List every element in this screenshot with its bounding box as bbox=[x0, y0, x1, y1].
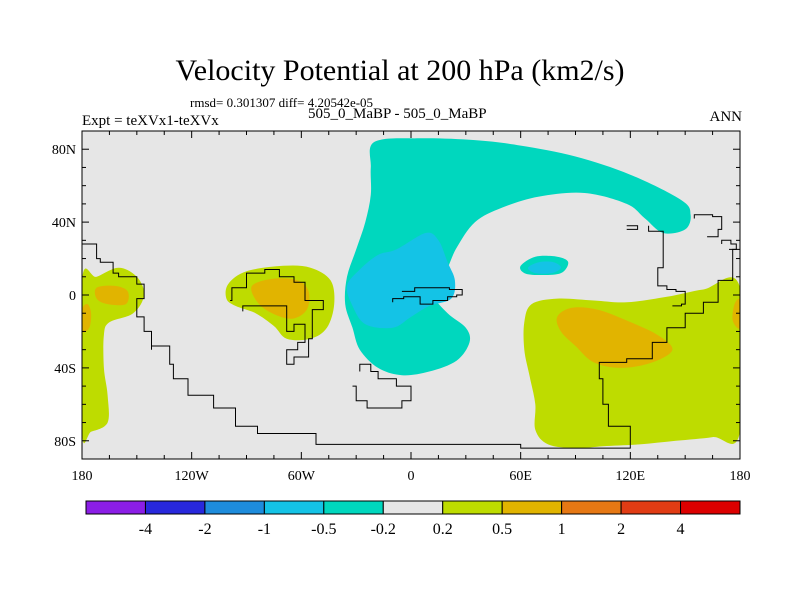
colorbar-swatch bbox=[501, 500, 563, 515]
coastline bbox=[626, 225, 639, 230]
colorbar-label: -1 bbox=[258, 521, 271, 538]
colorbar-swatch bbox=[85, 500, 146, 515]
x-tick-label: 120E bbox=[616, 469, 646, 484]
colorbar-label: -0.2 bbox=[371, 521, 396, 538]
coastline bbox=[392, 287, 463, 305]
contour-region bbox=[94, 285, 129, 306]
colorbar-label: -2 bbox=[198, 521, 211, 538]
x-tick-label: 120W bbox=[175, 469, 210, 484]
coastline bbox=[82, 240, 740, 449]
x-tick-label: 180 bbox=[72, 469, 93, 484]
chart-title: Velocity Potential at 200 hPa (km2/s) bbox=[175, 54, 625, 87]
experiment-label: Expt = teXVx1-teXVx bbox=[82, 113, 219, 129]
y-tick-label: 80S bbox=[54, 435, 76, 450]
x-tick-label: 180 bbox=[730, 469, 751, 484]
colorbar-swatch bbox=[620, 500, 682, 515]
contour-region bbox=[82, 303, 92, 333]
case-comparison-label: 505_0_MaBP - 505_0_MaBP bbox=[308, 106, 487, 122]
contour-region bbox=[732, 298, 740, 329]
y-tick-label: 40N bbox=[52, 216, 76, 231]
colorbar-swatch bbox=[323, 500, 384, 515]
coastline bbox=[721, 239, 737, 250]
plot-area bbox=[81, 130, 741, 460]
colorbar-label: -0.5 bbox=[311, 521, 336, 538]
colorbar-swatch bbox=[382, 500, 444, 515]
colorbar-swatch bbox=[561, 500, 622, 515]
colorbar-swatch bbox=[204, 500, 265, 515]
colorbar-swatch bbox=[442, 500, 503, 515]
coastline bbox=[230, 269, 324, 365]
contour-region bbox=[344, 138, 691, 376]
contour-region bbox=[556, 307, 673, 368]
colorbar-label: 2 bbox=[617, 521, 625, 538]
colorbar-label: 1 bbox=[558, 521, 566, 538]
contour-region bbox=[251, 278, 310, 319]
x-tick-label: 60W bbox=[288, 469, 316, 484]
coastlines bbox=[82, 214, 740, 449]
coastline bbox=[693, 214, 723, 238]
axes: 180 120W 60W 0 60E 120E 180 80N 40N 0 40S 80S bbox=[52, 130, 751, 484]
colorbar-swatch bbox=[263, 500, 325, 515]
colorbar-label: 4 bbox=[677, 521, 685, 538]
x-tick-label: 60E bbox=[509, 469, 532, 484]
colorbar-label: 0.5 bbox=[492, 521, 512, 538]
colorbar-label: -4 bbox=[139, 521, 152, 538]
y-tick-label: 0 bbox=[69, 289, 76, 304]
season-label: ANN bbox=[709, 109, 743, 125]
colorbar-swatch bbox=[680, 500, 741, 515]
coastline bbox=[648, 225, 686, 307]
rmsd-diff-stats: rmsd= 0.301307 diff= 4.20542e-05 bbox=[190, 95, 374, 110]
contour-regions bbox=[82, 138, 740, 449]
x-tick-label: 0 bbox=[408, 469, 415, 484]
y-tick-label: 40S bbox=[54, 362, 76, 377]
y-tick-label: 80N bbox=[52, 143, 76, 158]
contour-region bbox=[527, 261, 561, 274]
coastline bbox=[352, 363, 412, 409]
contour-region bbox=[82, 267, 145, 444]
colorbar-swatch bbox=[144, 500, 206, 515]
colorbar-label: 0.2 bbox=[433, 521, 453, 538]
colorbar: -4 -2 -1 -0.5 -0.2 0.2 0.5 1 2 4 bbox=[85, 500, 741, 538]
